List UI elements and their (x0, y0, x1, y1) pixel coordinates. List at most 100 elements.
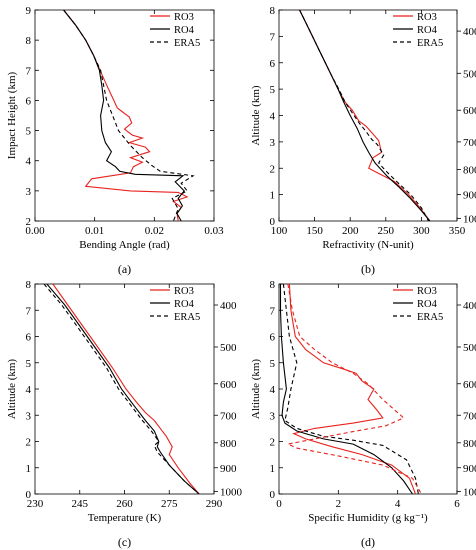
pressure-tick-label: 400 (220, 300, 237, 312)
y-tick-label: 0 (270, 216, 276, 228)
series-line-era5 (282, 284, 419, 494)
y-axis-label: Altitude (km) (6, 359, 18, 420)
y-tick-label: 2 (270, 437, 276, 449)
y-tick-label: 5 (270, 84, 276, 96)
legend-entry-era5: ERA5 (174, 312, 200, 323)
y-tick-label: 6 (270, 58, 276, 70)
legend-entry-ro3: RO3 (174, 286, 194, 297)
y-tick-label: 2 (270, 163, 276, 175)
pressure-tick-label: 1000 (220, 486, 243, 498)
x-tick-label: 6 (454, 498, 460, 510)
panel-label: (c) (118, 535, 131, 549)
x-tick-label: 100 (271, 225, 288, 237)
x-axis-label: Refractivity (N-unit) (322, 239, 414, 251)
series-line-ro4 (299, 10, 431, 221)
panel-c: 230 245 260 275 290 0 1 2 3 4 5 6 7 8 400 500 600 700 800 9… (6, 279, 243, 549)
pressure-tick-label: 400 (463, 26, 476, 38)
y-tick-label: 9 (26, 5, 32, 17)
x-axis-label: Specific Humidity (g kg⁻¹) (308, 512, 428, 524)
y-tick-label: 3 (26, 410, 32, 422)
y-tick-label: 7 (26, 65, 32, 77)
y-tick-label: 7 (270, 31, 276, 43)
panel-b: 100 150 200 250 300 350 0 1 2 3 4 5 6 7 8 400 500 600 700 8… (250, 5, 476, 276)
series-line-ro3 (63, 10, 189, 221)
x-tick-label: 0 (276, 498, 282, 510)
x-tick-label: 290 (206, 498, 223, 510)
x-tick-label: 350 (449, 225, 466, 237)
pressure-tick-label: 800 (220, 438, 237, 450)
legend-entry-ro3: RO3 (174, 12, 194, 23)
series-line-era5 (43, 284, 200, 494)
y-tick-label: 4 (270, 111, 276, 123)
legend-entry-ro4: RO4 (174, 299, 195, 310)
y-tick-label: 5 (26, 126, 32, 138)
pressure-tick-label: 700 (220, 410, 237, 422)
legend-entry-ro4: RO4 (417, 25, 438, 36)
legend-entry-ro3: RO3 (417, 286, 437, 297)
pressure-tick-label: 600 (220, 379, 237, 391)
y-tick-label: 6 (26, 332, 32, 344)
x-tick-label: 250 (378, 225, 395, 237)
y-tick-label: 0 (270, 489, 276, 501)
x-tick-label: 260 (116, 498, 133, 510)
x-tick-label: 4 (395, 498, 401, 510)
y-tick-label: 6 (26, 95, 32, 107)
series-line-ro3 (286, 284, 422, 494)
y-axis-label: Altitude (km) (250, 85, 262, 146)
x-tick-label: 150 (306, 225, 323, 237)
x-tick-label: 2 (336, 498, 342, 510)
y-tick-label: 1 (270, 463, 276, 475)
pressure-tick-label: 800 (463, 438, 476, 450)
pressure-tick-label: 900 (220, 463, 237, 475)
series-line-ro3 (52, 284, 200, 494)
pressure-tick-label: 1000 (463, 486, 476, 498)
pressure-tick-label: 1000 (463, 213, 476, 225)
x-tick-label: 230 (27, 498, 44, 510)
pressure-tick-label: 600 (463, 379, 476, 391)
y-axis-label: Altitude (km) (250, 359, 262, 420)
legend-entry-ro3: RO3 (417, 12, 437, 23)
y-tick-label: 2 (26, 216, 32, 228)
pressure-tick-label: 800 (463, 165, 476, 177)
x-tick-label: 0.00 (25, 225, 45, 237)
panel-label: (a) (118, 262, 131, 276)
plot-frame (34, 9, 215, 222)
series-line-ro4 (63, 10, 185, 221)
x-tick-label: 0.02 (145, 225, 164, 237)
x-tick-label: 0.01 (85, 225, 104, 237)
panel-label: (b) (361, 262, 375, 276)
y-tick-label: 8 (26, 279, 32, 291)
series-line-ro4 (279, 284, 413, 494)
legend-entry-ro4: RO4 (417, 299, 438, 310)
panel-d: 0 2 4 6 0 1 2 3 4 5 6 7 8 400 500 600 700 800 900 1000 Speci… (250, 279, 476, 549)
y-tick-label: 7 (26, 305, 32, 317)
pressure-tick-label: 500 (463, 342, 476, 354)
legend-entry-era5: ERA5 (417, 38, 443, 49)
y-tick-label: 5 (270, 358, 276, 370)
series-line-ro4 (46, 284, 200, 494)
y-tick-label: 3 (270, 137, 276, 149)
x-tick-label: 0.03 (204, 225, 224, 237)
series-line-ro3 (288, 284, 417, 494)
y-tick-label: 4 (26, 156, 32, 168)
y-tick-label: 3 (270, 410, 276, 422)
pressure-tick-label: 900 (463, 463, 476, 475)
y-tick-label: 6 (270, 332, 276, 344)
y-tick-label: 8 (270, 279, 276, 291)
x-tick-label: 275 (161, 498, 178, 510)
y-tick-label: 4 (270, 384, 276, 396)
x-tick-label: 200 (342, 225, 359, 237)
y-tick-label: 8 (270, 5, 276, 17)
pressure-tick-label: 400 (463, 300, 476, 312)
x-axis-label: Bending Angle (rad) (79, 239, 170, 251)
y-tick-label: 1 (270, 190, 276, 202)
y-tick-label: 2 (26, 437, 32, 449)
panel-a: 0.00 0.01 0.02 0.03 2 3 4 5 6 7 8 9 Bending Angle (r… (6, 5, 224, 276)
y-tick-label: 7 (270, 305, 276, 317)
legend-entry-era5: ERA5 (174, 38, 200, 49)
pressure-tick-label: 500 (220, 342, 237, 354)
legend-entry-ro4: RO4 (174, 25, 195, 36)
pressure-tick-label: 700 (463, 137, 476, 149)
y-tick-label: 0 (26, 489, 32, 501)
